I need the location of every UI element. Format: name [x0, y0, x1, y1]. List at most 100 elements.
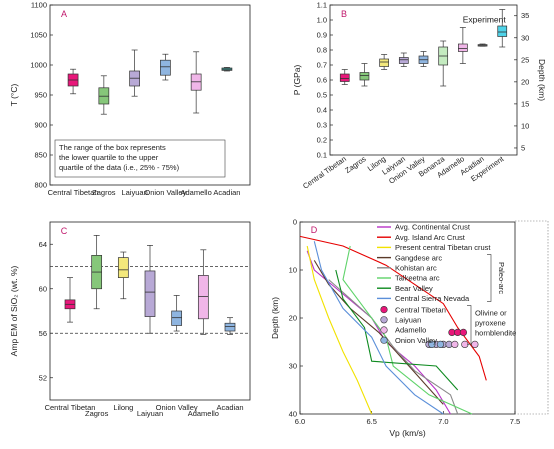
- legend-label: Gangdese arc: [395, 253, 442, 262]
- legend-swatch-point: [380, 336, 388, 344]
- plot-frame: [329, 4, 518, 156]
- data-point: [471, 340, 479, 349]
- legend-swatch-point: [380, 316, 388, 324]
- x-axis-label: Vp (km/s): [389, 428, 426, 438]
- box: [144, 270, 156, 317]
- group-label-line: hornblendite: [475, 329, 516, 338]
- x-tick-label: Zagros: [85, 409, 109, 418]
- y-tick-label: 0.4: [317, 106, 327, 115]
- y-tick-label-right: 15: [521, 99, 529, 108]
- x-tick-label: Central Tibetan: [45, 403, 96, 412]
- legend-label: Avg. Continental Crust: [395, 223, 471, 232]
- y-tick-label: 0.8: [317, 46, 327, 55]
- data-point: [459, 328, 468, 337]
- legend-swatch-point: [380, 326, 388, 334]
- panel-letter: A: [61, 9, 67, 19]
- y-tick-label-right: 25: [521, 55, 529, 64]
- y-tick-label: 0.2: [317, 136, 327, 145]
- legend-label: Laiyuan: [395, 316, 421, 325]
- x-tick-label: Central Tibetan: [301, 154, 348, 191]
- x-tick-label: Laiyuan: [121, 188, 147, 197]
- y-tick-label: 800: [34, 181, 47, 190]
- box: [339, 73, 350, 82]
- annotation-text: quartile of the data (i.e., 25% - 75%): [59, 163, 180, 172]
- y-tick-label: 20: [289, 314, 297, 323]
- series-line: [335, 269, 459, 391]
- y-axis-label: Amp EM of SiO₂ (wt. %): [9, 266, 19, 357]
- x-tick-label: 7.5: [510, 417, 520, 426]
- group-bracket: [467, 305, 472, 345]
- x-tick-label: Acadian: [213, 188, 240, 197]
- legend-label: Avg. Island Arc Crust: [395, 233, 466, 242]
- y-tick-label: 0.3: [317, 121, 327, 130]
- legend-label: Central Tibetan: [395, 305, 446, 314]
- box: [160, 59, 171, 76]
- y-tick-label: 1.1: [317, 1, 327, 10]
- y-tick-label: 52: [39, 373, 47, 382]
- x-tick-label: Central Tibetan: [48, 188, 99, 197]
- box: [197, 275, 209, 320]
- group-label-line: pyroxene: [475, 319, 506, 328]
- legend-label: Bear Valley: [395, 284, 433, 293]
- legend-label: Onion Valley: [395, 336, 437, 345]
- y-tick-label: 0.5: [317, 91, 327, 100]
- y-tick-label: 0.9: [317, 31, 327, 40]
- annotation-text: The range of the box represents: [59, 143, 166, 152]
- group-label-line: Olivine or: [475, 309, 507, 318]
- y-tick-label: 40: [289, 410, 297, 419]
- panel-A: A 800 850 900 950 1000 1050 1100 T (°C) Central T…: [9, 1, 251, 197]
- box: [379, 58, 389, 67]
- legend-label: Central Sierra Nevada: [395, 294, 470, 303]
- panel-letter: C: [61, 226, 68, 236]
- data-point: [428, 340, 436, 349]
- panel-C: C 52 56 60 64 Amp EM of SiO₂ (wt. %) Central T…: [9, 221, 251, 418]
- box: [359, 72, 370, 81]
- series-line: [328, 279, 459, 415]
- box: [497, 25, 508, 37]
- annotation-text: the lower quartile to the upper: [59, 153, 159, 162]
- y-tick-label: 950: [34, 91, 47, 100]
- legend-label: Kohistan arc: [395, 264, 437, 273]
- panel-letter: B: [341, 9, 347, 19]
- x-tick-label: 7.0: [438, 417, 448, 426]
- group-label: Olivine or pyroxene hornblendite: [475, 309, 516, 338]
- panel-D: D 6.0 6.5 7.0 7.5 0 10 20 30 40 Vp (km/s) Depth (km…: [270, 218, 549, 438]
- x-tick-label: 6.5: [366, 417, 376, 426]
- box: [398, 57, 409, 64]
- x-tick-label: Adamello: [188, 409, 219, 418]
- y-tick-label: 0.6: [317, 76, 327, 85]
- x-tick-label: 6.0: [295, 417, 305, 426]
- y-tick-label-right: 35: [521, 11, 529, 20]
- legend-label: Adamello: [395, 326, 426, 335]
- y-axis-label: P (GPa): [292, 65, 302, 96]
- y-tick-label: 60: [39, 284, 47, 293]
- experiment-annotation: Experiment: [463, 15, 507, 25]
- series-line: [313, 260, 444, 405]
- legend-swatch-point: [380, 306, 388, 314]
- y-tick-label-right: 20: [521, 77, 529, 86]
- x-tick-label: Adamello: [181, 188, 212, 197]
- group-bracket: [487, 254, 492, 302]
- annotation-box: [54, 139, 226, 178]
- series-line: [306, 250, 451, 415]
- group-label: Paleo-arc: [497, 262, 506, 294]
- y-tick-label: 10: [289, 266, 297, 275]
- y-tick-label: 64: [39, 240, 47, 249]
- y-tick-label-right: 5: [521, 143, 525, 152]
- box: [117, 257, 129, 278]
- box: [224, 322, 236, 332]
- y-tick-label-right: 30: [521, 33, 529, 42]
- x-tick-label: Zagros: [92, 188, 116, 197]
- x-tick-label: Lilong: [113, 403, 133, 412]
- x-tick-label: Zagros: [343, 154, 367, 175]
- series-line: [313, 241, 444, 415]
- legend-label: Talkeetna arc: [395, 274, 440, 283]
- x-tick-label: Acadian: [216, 403, 243, 412]
- y-tick-label: 0.7: [317, 61, 327, 70]
- y-tick-label: 1000: [30, 61, 47, 70]
- x-tick-label: Onion Valley: [156, 403, 198, 412]
- y-tick-label-right: 10: [521, 121, 529, 130]
- y-tick-label: 1050: [30, 31, 47, 40]
- x-tick-label: Onion Valley: [144, 188, 186, 197]
